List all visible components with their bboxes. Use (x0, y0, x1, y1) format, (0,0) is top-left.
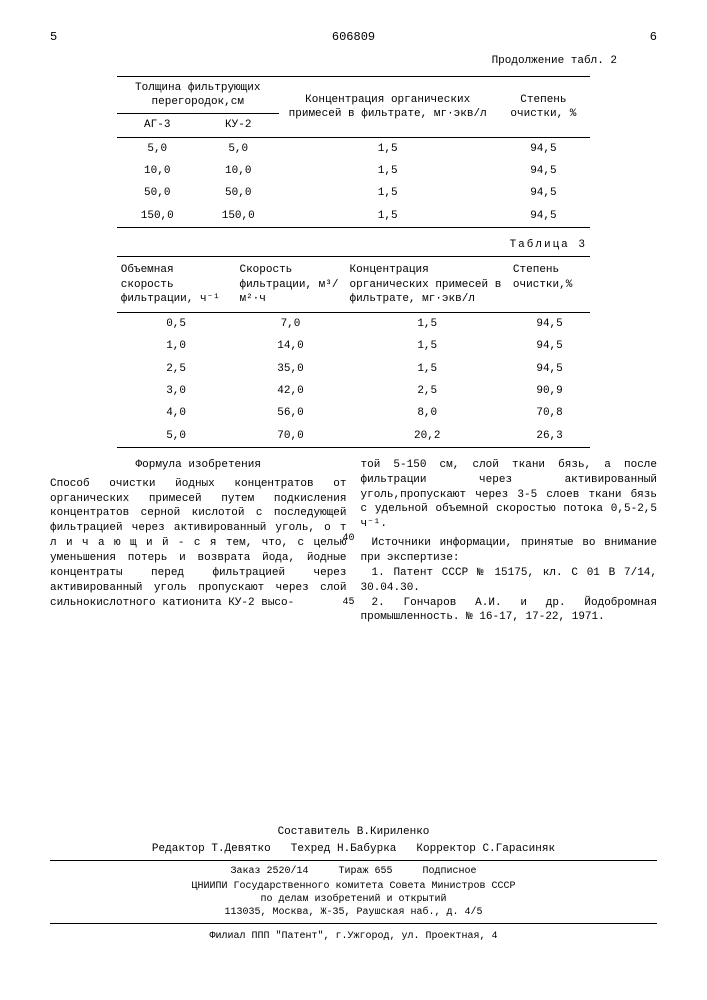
table3-head-volrate: Объемная скорость фильтрации, ч⁻¹ (117, 257, 236, 313)
org-line1: ЦНИИПИ Государственного комитета Совета … (50, 880, 657, 893)
table-row: 0,57,01,594,5 (117, 313, 590, 336)
left-column: Формула изобретения Способ очистки йодны… (50, 458, 347, 625)
table2-head-thickness: Толщина фильтрующих перегородок,см (117, 76, 279, 114)
branch-line: Филиал ППП "Патент", г.Ужгород, ул. Прое… (50, 930, 657, 943)
body-text-left: Способ очистки йодных концентратов от ор… (50, 478, 347, 609)
page-number-right: 6 (597, 30, 657, 46)
sources-label: Источники информации, принятые во вниман… (361, 536, 658, 566)
table2-sub-ku2: КУ-2 (198, 114, 279, 137)
table-3: Объемная скорость фильтрации, ч⁻¹ Скорос… (117, 256, 590, 448)
table-row: 3,042,02,590,9 (117, 380, 590, 402)
credits-block: Составитель В.Кириленко Редактор Т.Девят… (50, 825, 657, 943)
techred-name: Н.Бабурка (337, 843, 396, 855)
formula-title: Формула изобретения (50, 458, 347, 473)
table3-head-speed: Скорость фильтрации, м³/м²·ч (235, 257, 345, 313)
table-2: Толщина фильтрующих перегородок,см Конце… (117, 76, 590, 228)
corrector-label: Корректор (416, 843, 475, 855)
table2-head-degree: Степень очистки, % (497, 76, 591, 137)
page-number-left: 5 (50, 30, 110, 46)
table2-sub-ag3: АГ-3 (117, 114, 198, 137)
table-row: 4,056,08,070,8 (117, 402, 590, 424)
document-number: 606809 (110, 30, 597, 46)
subscription: Подписное (423, 865, 477, 878)
techred-label: Техред (291, 843, 331, 855)
body-text-r1: той 5-150 см, слой ткани бязь, а после ф… (361, 459, 658, 530)
table-row: 1,014,01,594,5 (117, 335, 590, 357)
table-row: 2,535,01,594,5 (117, 358, 590, 380)
order-number: Заказ 2520/14 (230, 865, 308, 878)
org-address: 113035, Москва, Ж-35, Раушская наб., д. … (50, 906, 657, 919)
editor-name: Т.Девятко (211, 843, 270, 855)
editor-label: Редактор (152, 843, 205, 855)
table-continuation-label: Продолжение табл. 2 (50, 54, 617, 68)
source-1: 1. Патент СССР № 15175, кл. С 01 В 7/14,… (361, 566, 658, 596)
table-row: 10,010,01,594,5 (117, 160, 590, 182)
table-row: 150,0150,01,594,5 (117, 205, 590, 228)
table3-caption: Таблица 3 (50, 238, 587, 252)
source-2: 2. Гончаров А.И. и др. Йодобромная промы… (361, 596, 658, 626)
compiler-name: В.Кириленко (357, 826, 430, 838)
tirage: Тираж 655 (338, 865, 392, 878)
compiler-label: Составитель (278, 826, 351, 838)
table3-head-degree: Степень очистки,% (509, 257, 590, 313)
corrector-name: С.Гарасиняк (482, 843, 555, 855)
table-row: 5,05,01,594,5 (117, 137, 590, 160)
table-row: 5,070,020,226,3 (117, 425, 590, 448)
table2-head-concentration: Концентрация органических примесей в фил… (279, 76, 497, 137)
table3-head-conc: Концентрация органических примесей в фил… (346, 257, 509, 313)
table-row: 50,050,01,594,5 (117, 182, 590, 204)
org-line2: по делам изобретений и открытий (50, 893, 657, 906)
right-column: той 5-150 см, слой ткани бязь, а после ф… (361, 458, 658, 625)
